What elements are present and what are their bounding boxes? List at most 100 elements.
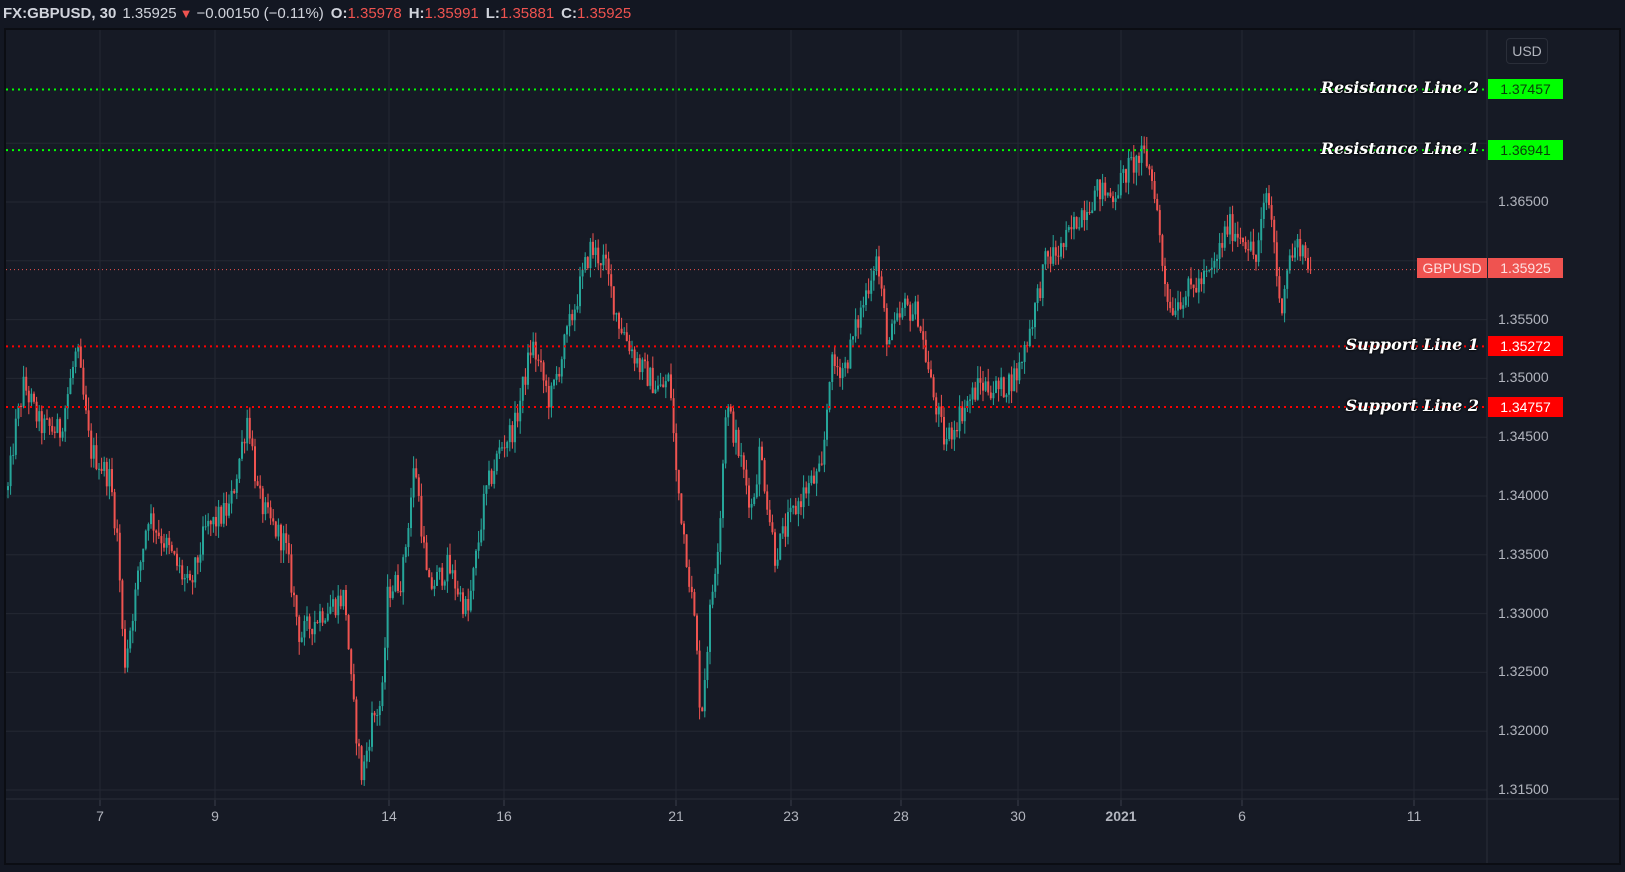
candle-body <box>865 290 867 306</box>
candle-body <box>462 592 464 615</box>
candle-body <box>1229 214 1231 235</box>
candle-body <box>1169 301 1172 309</box>
candle-body <box>1242 237 1244 243</box>
candle-body <box>430 577 433 589</box>
candle-body <box>74 351 77 367</box>
candle-body <box>1281 298 1283 314</box>
candle-body <box>1239 237 1242 239</box>
candle-body <box>615 313 618 315</box>
candle-body <box>1145 149 1148 167</box>
candle-body <box>1156 198 1159 211</box>
candle-body <box>144 530 147 549</box>
candle-body <box>555 373 558 380</box>
candle-body <box>532 341 535 356</box>
candle-body <box>558 373 561 377</box>
candle-body <box>259 485 262 489</box>
candle-body <box>514 412 516 443</box>
candle-body <box>61 431 64 438</box>
currency-button[interactable]: USD <box>1506 38 1548 64</box>
time-tick-label: 30 <box>1010 808 1026 824</box>
candle-body <box>131 620 134 631</box>
candle-body <box>108 469 111 487</box>
candle-body <box>129 630 132 649</box>
candle-body <box>243 441 246 444</box>
time-tick-label: 14 <box>381 808 397 824</box>
candle-body <box>181 565 184 580</box>
candle-body <box>103 461 106 471</box>
candle-body <box>1223 226 1226 248</box>
candle-body <box>139 562 142 571</box>
candle-body <box>836 366 839 368</box>
candle-body <box>1177 302 1179 311</box>
candle-body <box>79 346 82 368</box>
candle-body <box>1106 192 1109 196</box>
candle-body <box>896 313 899 321</box>
candle-body <box>1151 169 1153 181</box>
last-price-symbol-tag: GBPUSD <box>1417 258 1487 278</box>
candle-body <box>121 580 124 629</box>
candle-body <box>599 263 602 266</box>
time-tick-label: 28 <box>893 808 909 824</box>
candle-body <box>540 360 542 363</box>
candle-body <box>937 406 940 415</box>
candle-body <box>1205 270 1208 272</box>
candle-body <box>521 376 524 401</box>
candle-body <box>828 381 831 410</box>
candle-body <box>313 621 316 635</box>
candle-body <box>794 505 797 515</box>
candle-body <box>467 599 470 611</box>
candle-body <box>1119 172 1122 196</box>
candle-body <box>1296 238 1299 248</box>
candle-body <box>711 591 714 605</box>
candle-body <box>360 746 363 781</box>
candle-body <box>729 406 732 412</box>
candle-body <box>482 493 485 530</box>
candle-body <box>30 393 33 403</box>
candle-body <box>295 595 298 617</box>
candle-body <box>930 369 932 378</box>
candle-body <box>618 313 620 329</box>
candle-body <box>628 341 631 352</box>
candle-body <box>542 362 545 381</box>
candle-body <box>454 570 457 589</box>
resistance-price-tag: 1.36941 <box>1488 140 1563 161</box>
candle-body <box>1218 243 1221 259</box>
candle-body <box>1031 327 1034 329</box>
candle-body <box>373 712 376 716</box>
candle-body <box>631 349 633 352</box>
candle-body <box>680 493 683 524</box>
candle-body <box>176 553 178 566</box>
candle-body <box>196 557 199 563</box>
candle-body <box>202 526 204 555</box>
candle-body <box>922 331 925 340</box>
candle-body <box>724 417 727 464</box>
candle-body <box>1010 374 1013 392</box>
candle-body <box>935 397 938 415</box>
candle-body <box>1268 193 1270 206</box>
candle-body <box>350 649 353 675</box>
price-tick-label: 1.31500 <box>1498 781 1549 797</box>
candle-body <box>209 520 212 525</box>
candle-body <box>1174 310 1177 315</box>
candle-body <box>485 485 488 494</box>
candle-body <box>280 524 282 551</box>
candle-body <box>194 557 197 583</box>
candle-body <box>573 309 576 321</box>
candle-body <box>610 274 613 287</box>
candle-body <box>919 326 922 332</box>
candle-body <box>677 470 680 494</box>
symbol-title[interactable]: FX:GBPUSD, 30 <box>3 4 117 22</box>
candle-body <box>215 517 217 527</box>
candle-body <box>7 486 9 491</box>
candle-body <box>285 533 288 543</box>
candle-body <box>722 463 724 519</box>
candle-body <box>274 521 277 537</box>
support-price-tag: 1.34757 <box>1488 396 1563 417</box>
candle-body <box>92 445 95 459</box>
candle-body <box>51 425 54 432</box>
candle-body <box>230 490 233 504</box>
high-label: H: <box>408 4 425 22</box>
candle-body <box>625 332 628 342</box>
chart-pane[interactable] <box>4 28 1621 865</box>
